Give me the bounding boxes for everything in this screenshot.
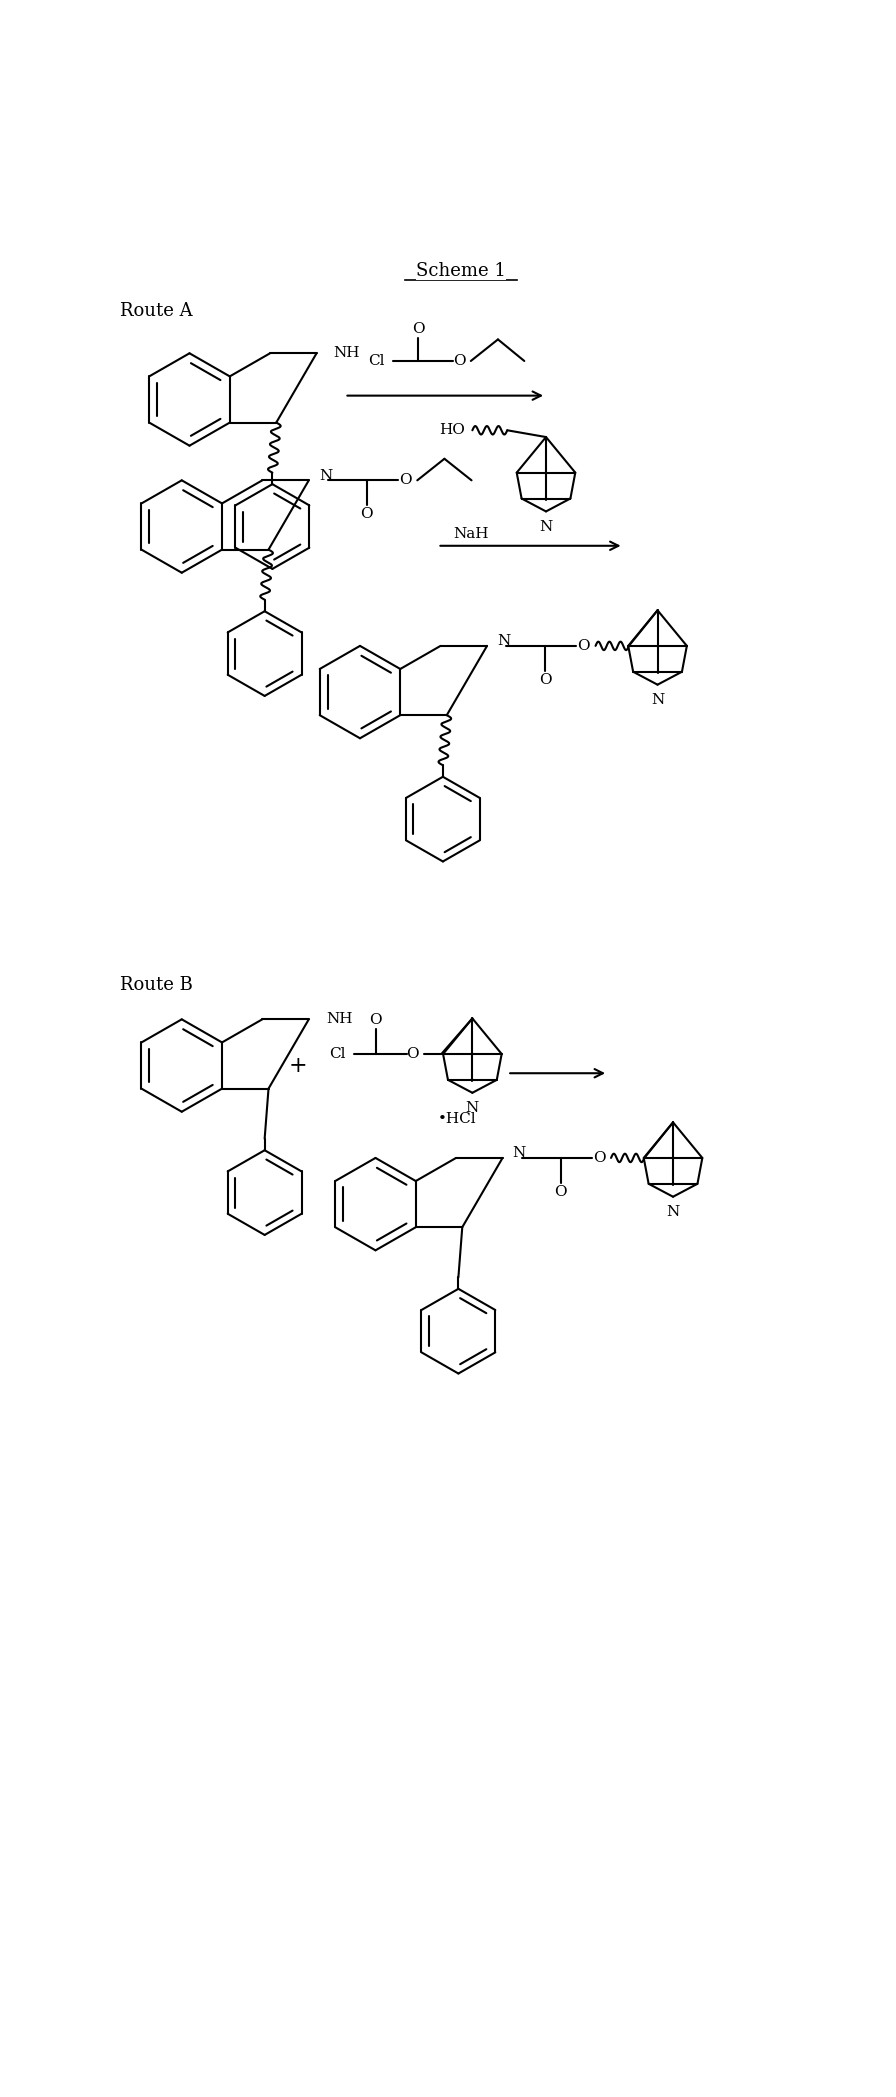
Text: O: O bbox=[452, 354, 466, 367]
Text: N: N bbox=[667, 1206, 680, 1218]
Text: NH: NH bbox=[326, 1013, 352, 1025]
Text: O: O bbox=[593, 1151, 606, 1166]
Text: O: O bbox=[360, 507, 374, 522]
Text: HO: HO bbox=[439, 424, 465, 438]
Text: O: O bbox=[400, 474, 412, 487]
Text: Route B: Route B bbox=[120, 975, 193, 994]
Text: O: O bbox=[412, 321, 425, 336]
Text: Cl: Cl bbox=[329, 1046, 346, 1061]
Text: N: N bbox=[466, 1101, 479, 1116]
Text: N: N bbox=[513, 1147, 526, 1160]
Text: Route A: Route A bbox=[120, 302, 193, 321]
Text: O: O bbox=[369, 1013, 382, 1028]
Text: •HCl: •HCl bbox=[437, 1111, 476, 1126]
Text: Cl: Cl bbox=[367, 354, 384, 367]
Text: Scheme 1: Scheme 1 bbox=[416, 262, 505, 279]
Text: O: O bbox=[578, 640, 590, 652]
Text: +: + bbox=[289, 1055, 307, 1076]
Text: O: O bbox=[407, 1046, 419, 1061]
Text: N: N bbox=[497, 633, 511, 648]
Text: N: N bbox=[539, 520, 553, 535]
Text: O: O bbox=[555, 1185, 567, 1199]
Text: NaH: NaH bbox=[453, 526, 488, 541]
Text: N: N bbox=[650, 694, 664, 707]
Text: O: O bbox=[538, 673, 551, 686]
Text: NH: NH bbox=[333, 346, 360, 361]
Text: N: N bbox=[319, 470, 332, 482]
